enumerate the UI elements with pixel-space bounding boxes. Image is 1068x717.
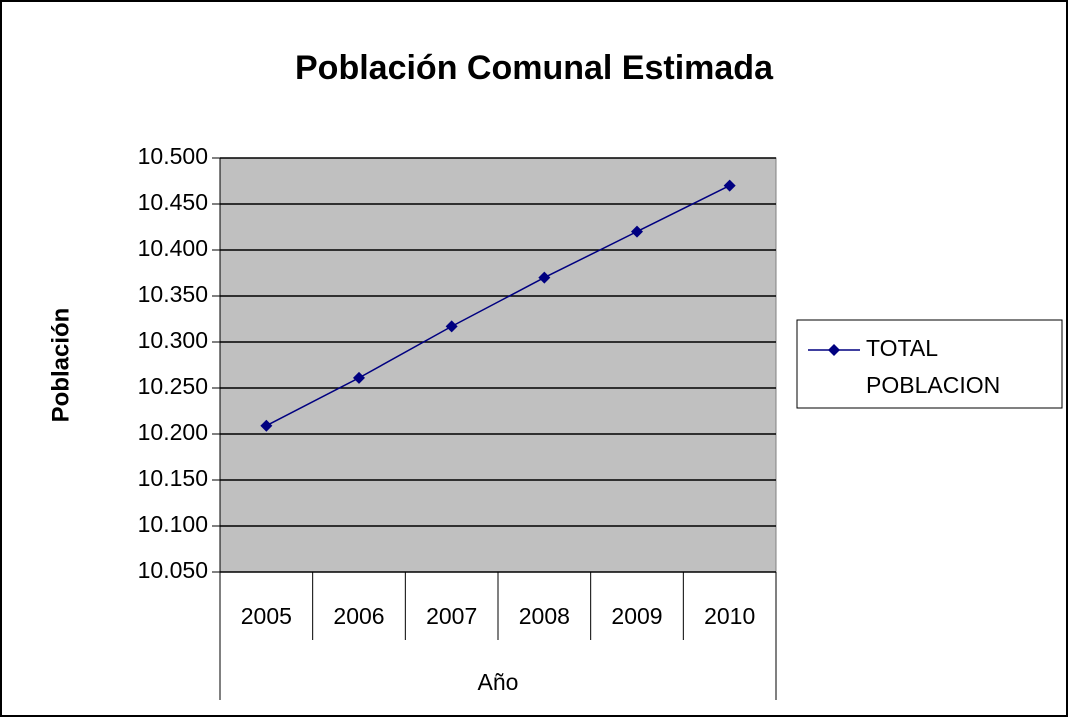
point-marker [353,371,365,384]
legend-marker [828,344,840,356]
x-tick-label: 2006 [333,603,384,629]
legend-box [796,319,1063,409]
y-tick-label: 10.200 [138,419,208,445]
x-tick-label: 2008 [519,603,570,629]
x-axis-label: Año [478,669,519,695]
y-axis-label: Población [47,308,74,423]
x-tick-label: 2009 [611,603,662,629]
plot-area [219,157,777,573]
x-tick-label: 2010 [704,603,755,629]
x-tick-label: 2005 [241,603,292,629]
y-tick-label: 10.400 [138,235,208,261]
y-tick-label: 10.100 [138,511,208,537]
chart-title: Población Comunal Estimada [295,49,774,87]
point-marker [538,271,551,284]
series-line [265,184,731,427]
y-tick-label: 10.300 [138,327,208,353]
y-tick-label: 10.350 [138,281,208,307]
y-tick-label: 10.050 [138,557,208,583]
y-tick-label: 10.250 [138,373,208,399]
point-marker [723,179,736,192]
point-marker [445,320,458,333]
y-tick-label: 10.450 [138,189,208,215]
y-tick-label: 10.500 [138,143,208,169]
y-tick-label: 10.150 [138,465,208,491]
point-marker [260,419,273,432]
legend-label: TOTAL POBLACION [866,335,1000,398]
point-marker [631,225,643,238]
x-tick-label: 2007 [426,603,477,629]
